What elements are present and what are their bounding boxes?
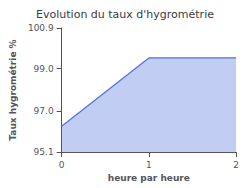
- svg-text:99.0: 99.0: [34, 64, 54, 74]
- svg-text:Taux hygrométrie %: Taux hygrométrie %: [8, 39, 18, 140]
- svg-text:heure par heure: heure par heure: [108, 173, 190, 183]
- svg-text:97.0: 97.0: [34, 106, 54, 116]
- svg-text:95.1: 95.1: [34, 147, 54, 157]
- svg-text:100.9: 100.9: [28, 23, 54, 33]
- svg-text:Evolution du taux d'hygrométri: Evolution du taux d'hygrométrie: [36, 8, 214, 21]
- svg-text:0: 0: [59, 160, 65, 170]
- svg-text:2: 2: [233, 160, 239, 170]
- svg-text:1: 1: [146, 160, 152, 170]
